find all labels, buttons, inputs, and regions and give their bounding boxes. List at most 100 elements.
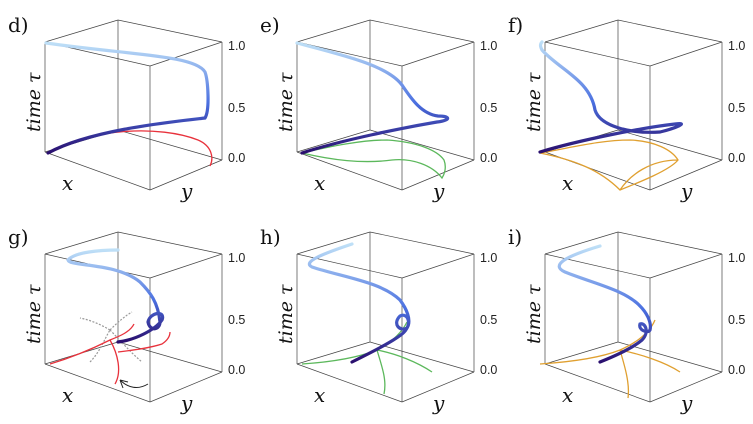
box-edge — [296, 151, 403, 191]
trajectory-curve — [44, 41, 210, 155]
box-edge — [617, 129, 723, 161]
box-edge — [401, 371, 475, 403]
box-edge — [117, 231, 223, 255]
box-edge — [369, 231, 475, 255]
panel-h: h) 1.0 0.5 0.0 x y time τ — [260, 225, 497, 415]
z-tick-1: 1.0 — [228, 251, 245, 265]
ghost-curve — [79, 311, 143, 363]
box-edge — [649, 41, 723, 67]
trajectory-curve — [538, 40, 683, 154]
panel-g: g) 1.0 0.5 0.0 x y time τ — [8, 225, 245, 415]
box-edge — [149, 371, 223, 403]
box-edge — [44, 19, 119, 43]
rotation-arrow-icon — [119, 379, 149, 389]
panel-d: d) 1.0 0.5 0.0 x y time τ — [8, 13, 245, 203]
x-axis-label: x — [562, 171, 573, 195]
box-edge — [401, 253, 475, 279]
box-edge — [149, 41, 223, 67]
box-edge — [649, 159, 723, 191]
panel-label: e) — [260, 13, 280, 37]
x-axis-label: x — [562, 383, 573, 407]
z-tick-05: 0.5 — [480, 101, 497, 115]
box-edge — [617, 341, 723, 373]
trajectory-curve — [66, 248, 165, 344]
z-tick-1: 1.0 — [228, 39, 245, 53]
z-axis-label: time τ — [23, 284, 45, 344]
z-tick-05: 0.5 — [728, 101, 745, 115]
box-edge — [649, 371, 723, 403]
z-tick-0: 0.0 — [228, 363, 245, 377]
z-tick-1: 1.0 — [728, 39, 745, 53]
z-tick-0: 0.0 — [228, 151, 245, 165]
box-edge — [401, 159, 475, 191]
box-frame — [296, 231, 475, 403]
z-tick-05: 0.5 — [480, 313, 497, 327]
box-edge — [296, 19, 371, 43]
box-frame — [544, 19, 723, 191]
panel-label: g) — [8, 225, 29, 249]
z-tick-0: 0.0 — [480, 151, 497, 165]
z-tick-05: 0.5 — [228, 313, 245, 327]
z-axis-label: time τ — [23, 72, 45, 132]
box-edge — [296, 363, 403, 403]
y-axis-label: y — [680, 179, 693, 203]
trajectory-curve — [295, 41, 450, 155]
z-axis-label: time τ — [275, 72, 297, 132]
y-axis-label: y — [432, 179, 445, 203]
z-axis-label: time τ — [523, 72, 545, 132]
panel-label: h) — [260, 225, 281, 249]
box-edge — [44, 151, 151, 191]
box-edge — [617, 231, 723, 255]
y-axis-label: y — [432, 391, 445, 415]
z-tick-1: 1.0 — [480, 251, 497, 265]
box-edge — [544, 231, 619, 255]
z-tick-0: 0.0 — [728, 151, 745, 165]
box-edge — [296, 341, 371, 365]
box-edge — [117, 341, 223, 373]
box-edge — [649, 253, 723, 279]
box-edge — [117, 19, 223, 43]
trajectory-curve — [557, 244, 652, 364]
x-axis-label: x — [62, 171, 73, 195]
box-edge — [117, 129, 223, 161]
box-edge — [44, 231, 119, 255]
box-edge — [369, 129, 475, 161]
x-axis-label: x — [314, 171, 325, 195]
y-axis-label: y — [180, 179, 193, 203]
floor-curve — [301, 139, 446, 180]
z-axis-label: time τ — [523, 284, 545, 344]
panel-label: d) — [8, 13, 29, 37]
box-frame — [44, 231, 223, 403]
panel-i: i) 1.0 0.5 0.0 x y time τ — [508, 225, 745, 415]
panel-label: i) — [508, 225, 522, 249]
box-edge — [369, 341, 475, 373]
box-edge — [149, 253, 223, 279]
z-tick-0: 0.0 — [480, 363, 497, 377]
box-edge — [44, 363, 151, 403]
box-edge — [296, 231, 371, 255]
y-axis-label: y — [180, 391, 193, 415]
z-tick-05: 0.5 — [728, 313, 745, 327]
box-edge — [369, 19, 475, 43]
box-frame — [544, 231, 723, 403]
box-edge — [544, 41, 651, 67]
floor-curve — [49, 323, 171, 385]
z-tick-1: 1.0 — [728, 251, 745, 265]
box-edge — [544, 253, 651, 279]
panel-e: e) 1.0 0.5 0.0 x y time τ — [260, 13, 497, 203]
box-edge — [401, 41, 475, 67]
panel-f: f) 1.0 0.5 0.0 x y time τ — [508, 13, 745, 203]
x-axis-label: x — [62, 383, 73, 407]
box-edge — [544, 341, 619, 365]
box-edge — [544, 363, 651, 403]
y-axis-label: y — [680, 391, 693, 415]
z-tick-05: 0.5 — [228, 101, 245, 115]
box-frame — [296, 19, 475, 191]
z-tick-0: 0.0 — [728, 363, 745, 377]
panel-label: f) — [508, 13, 523, 37]
box-edge — [544, 19, 619, 43]
box-edge — [617, 19, 723, 43]
x-axis-label: x — [314, 383, 325, 407]
z-axis-label: time τ — [275, 284, 297, 344]
